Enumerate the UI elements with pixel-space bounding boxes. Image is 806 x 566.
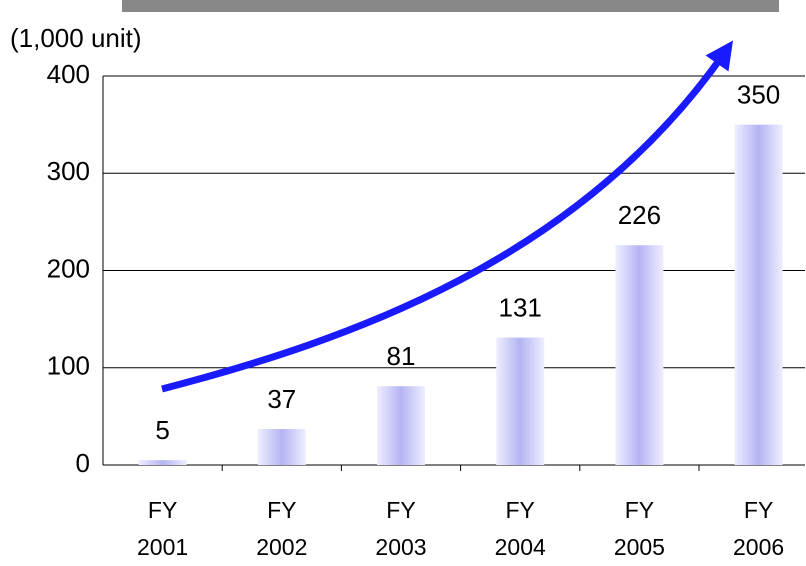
x-tick-label: FY 2003 [375,497,426,560]
bar [615,245,664,465]
growth-arrow [161,40,734,393]
bar [496,337,545,465]
y-tick-label: 0 [76,448,90,478]
value-label: 350 [737,80,780,110]
bar [734,124,783,465]
y-tick-label: 300 [47,156,90,186]
x-tick-label: FY 2004 [495,497,546,560]
y-tick-label: 200 [47,253,90,283]
y-axis-label: (1,000 unit) [10,23,142,53]
bar [257,429,306,465]
x-tick-label: FY 2006 [733,497,784,560]
value-label: 37 [267,384,296,414]
value-label: 226 [618,200,661,230]
header-bar [122,0,779,12]
value-label: 131 [499,292,542,322]
x-tick-label: FY 2001 [137,497,188,560]
y-tick-label: 400 [47,59,90,89]
plot-area: 0 100 200 300 400 5 FY 2001 37 FY 2002 81 FY 2003 131 F… [47,59,805,560]
bar [138,460,187,465]
y-tick-label: 100 [47,351,90,381]
x-tick-label: FY 2005 [614,497,665,560]
value-label: 5 [155,415,169,445]
x-tick-label: FY 2002 [256,497,307,560]
value-label: 81 [387,341,416,371]
bar [377,386,425,465]
